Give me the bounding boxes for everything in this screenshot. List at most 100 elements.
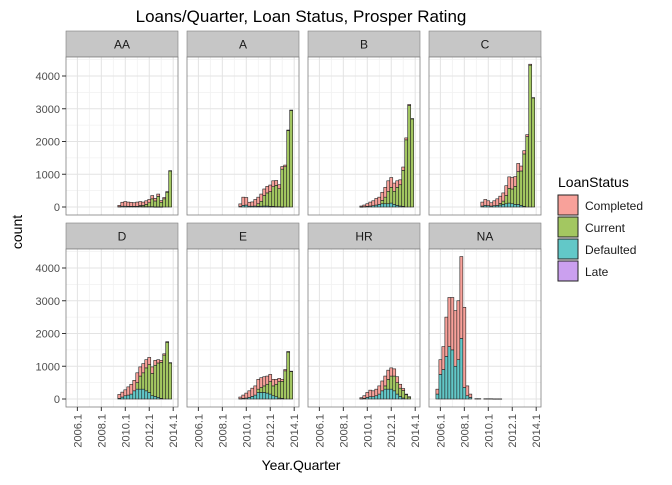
bar-segment-completed	[384, 187, 387, 197]
bar-segment-current	[393, 376, 396, 391]
bar-segment-completed	[481, 202, 484, 206]
bar-segment-completed	[281, 379, 284, 381]
x-tick-label: 2008.1	[217, 414, 229, 448]
y-tick-label: 4000	[36, 71, 60, 83]
facet-label: NA	[477, 230, 494, 244]
bar-segment-defaulted	[381, 204, 384, 207]
bar-segment-defaulted	[378, 394, 381, 399]
bar-segment-completed	[393, 369, 396, 376]
bar-segment-completed	[442, 347, 445, 370]
bar-segment-completed	[157, 194, 160, 196]
bar-segment-completed	[145, 201, 148, 205]
bar-segment-completed	[369, 390, 372, 397]
bar-segment-current	[272, 187, 275, 207]
bar-segment-current	[154, 201, 157, 207]
bar-segment-defaulted	[272, 396, 275, 399]
bar-segment-defaulted	[390, 389, 393, 399]
bar-segment-defaulted	[390, 203, 393, 207]
bar-segment-current	[523, 154, 526, 206]
bar-segment-completed	[448, 297, 451, 346]
bar-segment-completed	[402, 389, 405, 391]
bar-segment-current	[257, 204, 260, 207]
bar-segment-defaulted	[124, 396, 127, 399]
bar-segment-completed	[505, 186, 508, 196]
bar-segment-defaulted	[251, 396, 254, 399]
bar-segment-defaulted	[387, 204, 390, 207]
bar-segment-defaulted	[454, 366, 457, 399]
y-tick-label: 1000	[36, 361, 60, 373]
bar-segment-completed	[266, 186, 269, 193]
bar-segment-completed	[254, 386, 257, 395]
bar-segment-completed	[269, 185, 272, 192]
bar-segment-completed	[269, 374, 272, 381]
bar-segment-current	[260, 201, 263, 206]
bar-segment-current	[387, 191, 390, 203]
bar-segment-current	[269, 192, 272, 207]
bar-segment-current	[508, 188, 511, 203]
y-axis-title: count	[9, 215, 25, 249]
bar-segment-current	[169, 171, 172, 207]
facet-label: C	[481, 38, 490, 52]
bar-segment-completed	[490, 203, 493, 206]
bar-segment-completed	[396, 181, 399, 188]
bar-segment-completed	[360, 206, 363, 207]
bar-segment-defaulted	[269, 394, 272, 399]
bar-segment-current	[390, 376, 393, 389]
bar-segment-current	[405, 140, 408, 207]
bar-segment-completed	[523, 151, 526, 154]
bar-segment-current	[393, 191, 396, 204]
x-tick-label: 2010.1	[483, 414, 495, 448]
bar-segment-completed	[390, 178, 393, 188]
bar-segment-completed	[499, 196, 502, 203]
bar-segment-completed	[148, 199, 151, 202]
bar-segment-completed	[439, 360, 442, 375]
bar-segment-completed	[124, 390, 127, 396]
bar-segment-defaulted	[451, 350, 454, 399]
bar-segment-defaulted	[266, 393, 269, 399]
bar-segment-completed	[363, 205, 366, 207]
x-tick-label: 2014.1	[410, 414, 422, 448]
bar-segment-completed	[384, 376, 387, 386]
bar-segment-current	[520, 171, 523, 205]
bar-segment-completed	[242, 197, 245, 205]
bar-segment-completed	[136, 373, 139, 383]
bar-segment-completed	[381, 192, 384, 200]
bar-segment-completed	[502, 193, 505, 201]
facet-label: E	[239, 230, 247, 244]
bar-segment-current	[266, 193, 269, 206]
bar-segment-defaulted	[436, 394, 439, 399]
bar-segment-completed	[360, 398, 363, 399]
bar-segment-defaulted	[257, 392, 260, 399]
bar-segment-completed	[245, 393, 248, 398]
x-tick-label: 2012.1	[265, 414, 277, 448]
bar-segment-completed	[511, 178, 514, 189]
bar-segment-completed	[405, 394, 408, 395]
bar-segment-completed	[487, 201, 490, 206]
y-tick-label: 3000	[36, 296, 60, 308]
bar-segment-current	[157, 363, 160, 397]
bar-segment-completed	[151, 196, 154, 199]
bar-segment-completed	[166, 342, 169, 343]
bar-segment-completed	[139, 367, 142, 376]
bar-segment-defaulted	[393, 391, 396, 399]
bar-segment-defaulted	[136, 389, 139, 399]
legend-label-defaulted: Defaulted	[585, 243, 636, 257]
facet-label: HR	[355, 230, 373, 244]
bar-segment-defaulted	[275, 397, 278, 399]
bar-segment-completed	[436, 389, 439, 394]
bar-segment-current	[163, 355, 166, 399]
bar-segment-completed	[272, 379, 275, 386]
bar-segment-completed	[408, 104, 411, 105]
bar-segment-completed	[445, 317, 448, 356]
bar-segment-completed	[257, 197, 260, 204]
bar-segment-current	[411, 119, 414, 207]
bar-segment-completed	[469, 394, 472, 397]
bar-segment-completed	[157, 360, 160, 363]
bar-segment-completed	[163, 354, 166, 355]
bar-segment-current	[278, 382, 281, 398]
bar-segment-completed	[139, 202, 142, 206]
bar-segment-current	[139, 376, 142, 389]
bar-segment-completed	[454, 311, 457, 367]
